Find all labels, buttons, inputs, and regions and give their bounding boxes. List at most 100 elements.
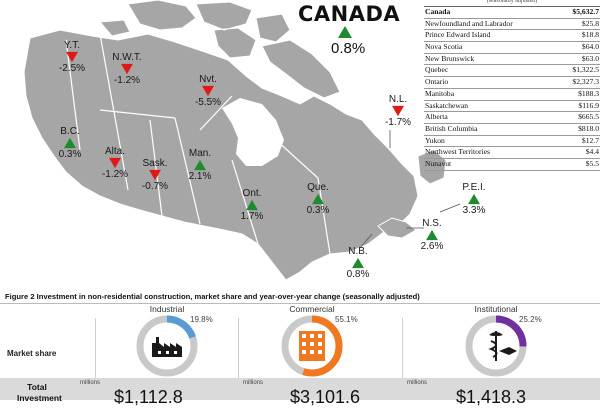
row-value: $5,632.7 [572,7,599,16]
down-arrow-icon [149,169,161,181]
up-arrow-icon [426,229,438,241]
table-row: Newfoundland and Labrador $25.8 [424,19,600,31]
down-arrow-icon [392,105,404,117]
province-name: Alta. [104,146,125,157]
units-label: millions [243,380,264,386]
province-label-pei: P.E.I. 3.3% [449,182,499,216]
country-change: 0.8% [331,40,366,57]
province-change: 0.3% [58,149,82,160]
table-header: (seasonally adjusted) [424,0,600,7]
row-value: $5.5 [585,158,599,168]
row-name: Canada [425,7,451,16]
arctic-islands [98,0,291,59]
province-change: -0.7% [141,181,169,192]
province-label-yt: Y.T. -2.5% [47,40,97,74]
up-arrow-icon [312,193,324,205]
province-change: -5.5% [194,97,222,108]
total-label-line2: Investment [17,393,62,403]
column-divider [402,318,403,400]
country-title: CANADA [298,2,401,26]
row-value: $12.7 [581,135,599,145]
row-value: $18.8 [581,30,599,40]
office-building-icon [299,331,325,361]
row-value: $25.8 [581,18,599,28]
down-arrow-icon [109,157,121,169]
province-label-nl: N.L. -1.7% [373,94,423,128]
province-label-que: Que. 0.3% [293,182,343,216]
row-name: Saskatchewan [425,100,469,110]
province-name: B.C. [60,126,80,137]
column-divider [95,318,96,400]
province-change: -1.2% [113,75,141,86]
province-change: 0.3% [306,205,330,216]
table-row: Yukon $12.7 [424,136,600,148]
total-investment-label: Total Investment [17,382,62,404]
total-investment-bar [0,378,600,400]
row-name: Quebec [425,65,449,75]
market-share-percent: 19.8% [190,315,213,324]
up-arrow-icon [352,257,364,269]
mainland-landmass [23,29,419,281]
row-value: $64.0 [581,42,599,52]
province-label-ont: Ont. 1.7% [227,188,277,222]
total-investment-value: $3,101.6 [290,387,361,407]
table-row: Canada $5,632.7 [424,7,600,19]
row-name: Ontario [425,77,449,87]
province-change: 2.6% [420,241,444,252]
province-change: 2.1% [188,171,212,182]
row-name: Yukon [425,135,445,145]
row-value: $188.3 [578,88,599,98]
total-investment-value: $1,418.3 [456,387,527,407]
province-label-nvt: Nvt. -5.5% [183,74,233,108]
row-name: Northwest Territories [425,147,490,157]
province-name: N.L. [388,94,408,105]
province-change: -1.2% [101,169,129,180]
table-row: Nunavut $5.5 [424,159,600,171]
divider [0,303,600,304]
row-value: $63.0 [581,53,599,63]
category-name: Institutional [474,304,518,314]
market-share-donut [281,315,343,377]
category-name: Industrial [149,304,185,314]
hudson-bay [222,98,284,166]
row-name: British Columbia [425,123,478,133]
callout-lines [359,130,461,249]
row-name: Nunavut [425,158,452,168]
table-row: Ontario $2,327.3 [424,77,600,89]
baffin-island [261,39,341,99]
row-value: $116.9 [578,100,599,110]
row-value: $4.4 [585,147,599,157]
province-name: N.W.T. [112,52,142,63]
row-value: $818.0 [578,123,599,133]
row-name: Newfoundland and Labrador [425,18,513,28]
up-arrow-icon [194,159,206,171]
row-value: $1,322.5 [572,65,599,75]
province-label-ns: N.S. 2.6% [407,218,457,252]
up-arrow-icon [468,193,480,205]
market-share-percent: 55.1% [335,315,358,324]
figure-title: Figure 2 Investment in non-residential c… [5,292,420,301]
maritimes [377,217,417,239]
row-value: $665.5 [578,112,599,122]
row-name: Nova Scotia [425,42,463,52]
table-row: Nova Scotia $64.0 [424,42,600,54]
province-label-man: Man. 2.1% [175,148,225,182]
market-share-donut [465,315,527,377]
table-row: Alberta $665.5 [424,112,600,124]
factory-icon [152,337,182,357]
province-name: Ont. [242,188,262,199]
total-investment-value: $1,112.8 [114,387,183,407]
table-row: New Brunswick $63.0 [424,54,600,66]
row-name: Prince Edward Island [425,30,491,40]
table-row: Quebec $1,322.5 [424,65,600,78]
province-change: 1.7% [240,211,264,222]
category-name: Commercial [289,304,335,314]
table-row: Prince Edward Island $18.8 [424,30,600,43]
table-row: Saskatchewan $116.9 [424,101,600,113]
market-share-donut [136,315,198,377]
province-change: 3.3% [462,205,486,216]
up-arrow-icon [338,26,352,38]
row-name: New Brunswick [425,53,475,63]
market-share-percent: 25.2% [519,315,542,324]
market-share-label: Market share [7,349,57,358]
